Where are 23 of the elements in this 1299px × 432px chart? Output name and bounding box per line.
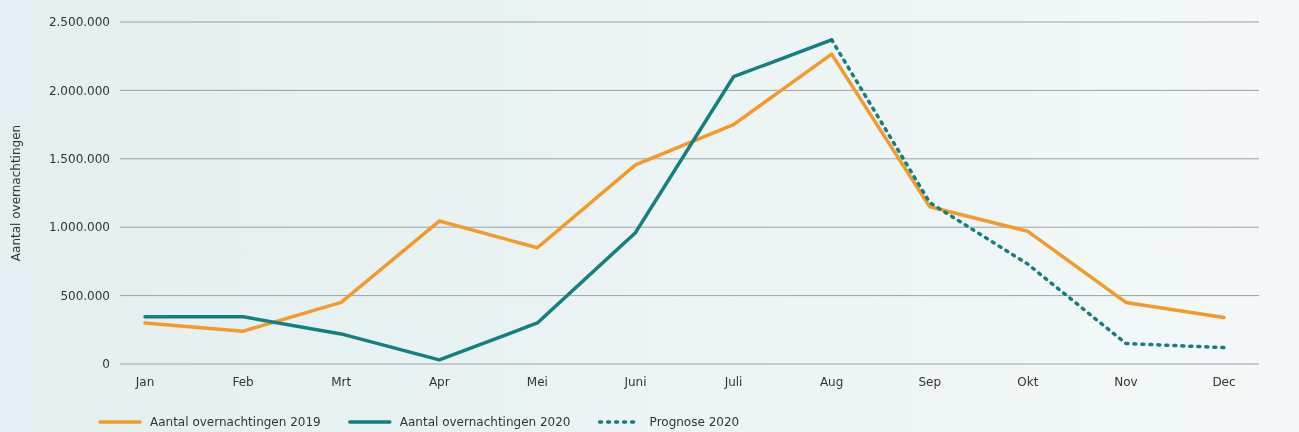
y-tick-label: 1.500.000: [48, 152, 110, 166]
x-tick-label: Sep: [918, 375, 942, 389]
x-tick-label: Juli: [723, 375, 743, 389]
x-tick-label: Juni: [623, 375, 647, 389]
x-tick-label: Aug: [819, 375, 844, 389]
y-tick-label: 2.000.000: [48, 83, 110, 98]
x-tick-label: Mei: [526, 375, 548, 389]
y-tick-label: 0: [102, 357, 110, 372]
y-tick-label: 500.000: [60, 288, 110, 303]
y-axis-title: Aantal overnachtingen: [9, 124, 23, 262]
x-tick-label: Apr: [428, 375, 450, 389]
line-series: [143, 52, 1226, 333]
x-tick-label: Jan: [134, 375, 155, 389]
x-tick-label: Okt: [1017, 375, 1039, 389]
x-tick-label: Nov: [1114, 375, 1138, 389]
legend-label: Prognose 2020: [649, 415, 740, 429]
x-tick-label: Feb: [232, 375, 254, 389]
x-tick-label: Mrt: [331, 375, 352, 389]
x-tick-label: Dec: [1212, 375, 1236, 389]
y-tick-label: 2.500.000: [48, 15, 110, 30]
legend-label: Aantal overnachtingen 2019: [150, 415, 321, 429]
y-tick-label: 1.000.000: [48, 220, 110, 235]
legend-label: Aantal overnachtingen 2020: [399, 415, 571, 429]
